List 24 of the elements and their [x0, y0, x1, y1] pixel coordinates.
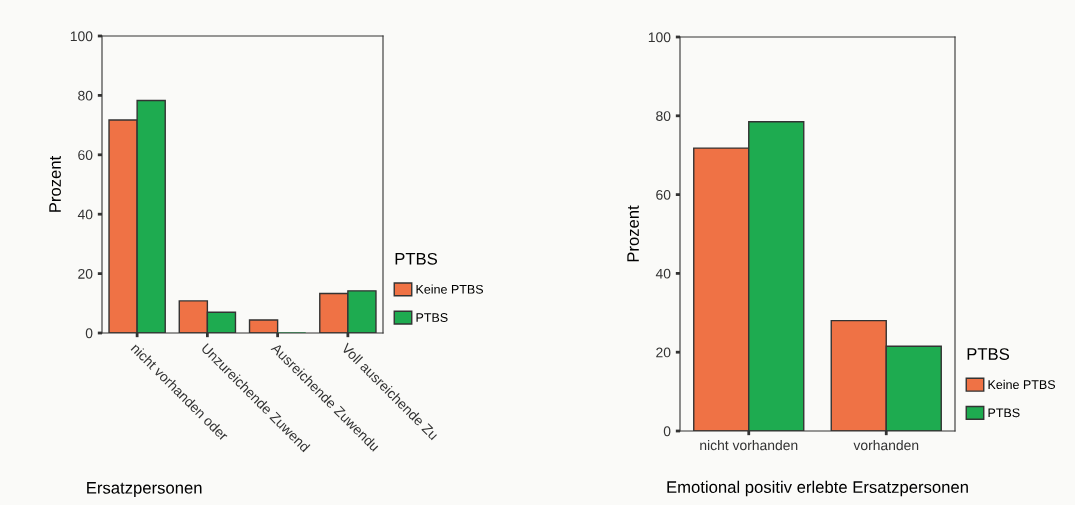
y-axis-title: Prozent: [627, 205, 639, 262]
legend-label: Keine PTBS: [988, 379, 1056, 390]
legend-label: PTBS: [988, 408, 1020, 418]
legend-label: PTBS: [416, 313, 448, 322]
y-tick-label: 100: [648, 32, 671, 43]
x-axis-title: Emotional positiv erlebte Ersatzpersonen: [667, 480, 968, 497]
y-tick-label: 20: [656, 347, 671, 358]
y-tick-label: 20: [78, 268, 93, 279]
y-axis-title: Prozent: [49, 155, 61, 212]
y-tick-label: 0: [663, 426, 671, 437]
legend-title: PTBS: [967, 348, 1010, 360]
y-tick-label: 60: [78, 150, 93, 160]
y-tick-label: 100: [70, 31, 93, 42]
y-tick-label: 40: [655, 268, 671, 279]
x-axis-title: Ersatzpersonen: [87, 482, 202, 498]
x-tick-label: vorhanden: [853, 440, 919, 451]
x-tick-label: nicht vorhanden: [700, 440, 798, 451]
y-tick-label: 60: [656, 189, 671, 200]
y-tick-label: 40: [77, 209, 93, 220]
legend-label: Keine PTBS: [416, 284, 484, 294]
legend-title: PTBS: [395, 252, 438, 265]
y-tick-label: 0: [85, 328, 93, 339]
y-tick-label: 80: [656, 111, 671, 121]
y-tick-label: 80: [78, 90, 93, 101]
